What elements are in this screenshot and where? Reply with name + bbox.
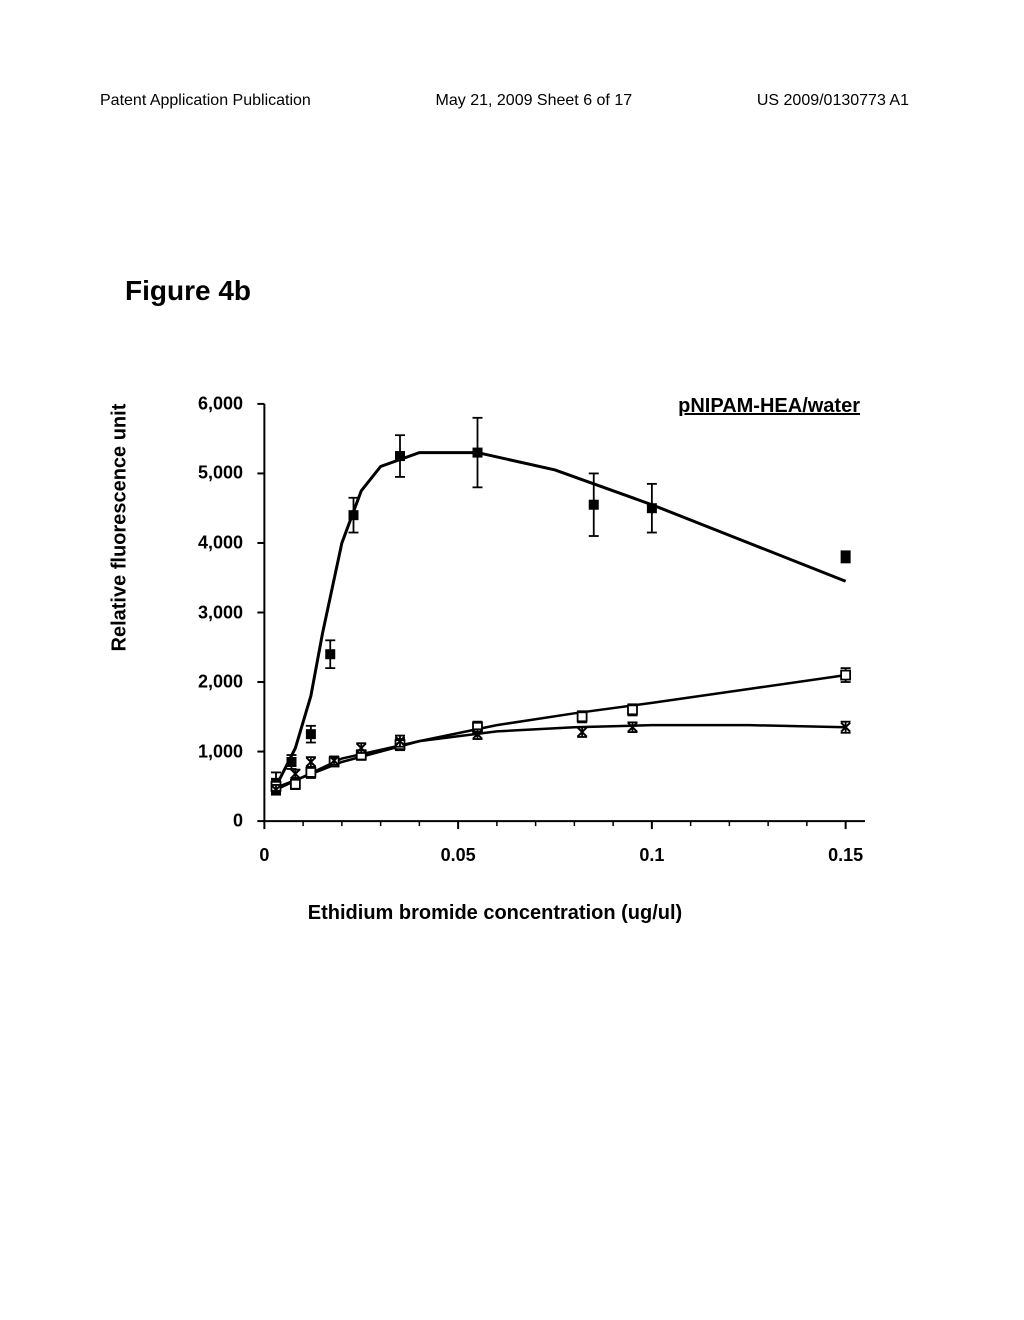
y-tick-label: 6,000 (198, 393, 243, 414)
y-tick-label: 2,000 (198, 672, 243, 693)
y-tick-label: 5,000 (198, 463, 243, 484)
plot-area: pNIPAM-HEA/water (245, 390, 865, 835)
header-center: May 21, 2009 Sheet 6 of 17 (436, 92, 633, 110)
chart-svg (245, 390, 865, 850)
header-left: Patent Application Publication (100, 92, 311, 110)
y-tick-label: 4,000 (198, 532, 243, 553)
y-tick-label: 1,000 (198, 741, 243, 762)
chart-container: Relative fluorescence unit Ethidium brom… (115, 380, 875, 925)
x-axis-label: Ethidium bromide concentration (ug/ul) (308, 902, 682, 925)
y-tick-label: 0 (233, 811, 243, 832)
header-right: US 2009/0130773 A1 (757, 92, 909, 110)
legend-title: pNIPAM-HEA/water (678, 395, 860, 418)
figure-label: Figure 4b (125, 275, 251, 307)
patent-header: Patent Application Publication May 21, 2… (0, 92, 1024, 110)
y-axis-label: Relative fluorescence unit (109, 404, 132, 652)
y-tick-label: 3,000 (198, 602, 243, 623)
